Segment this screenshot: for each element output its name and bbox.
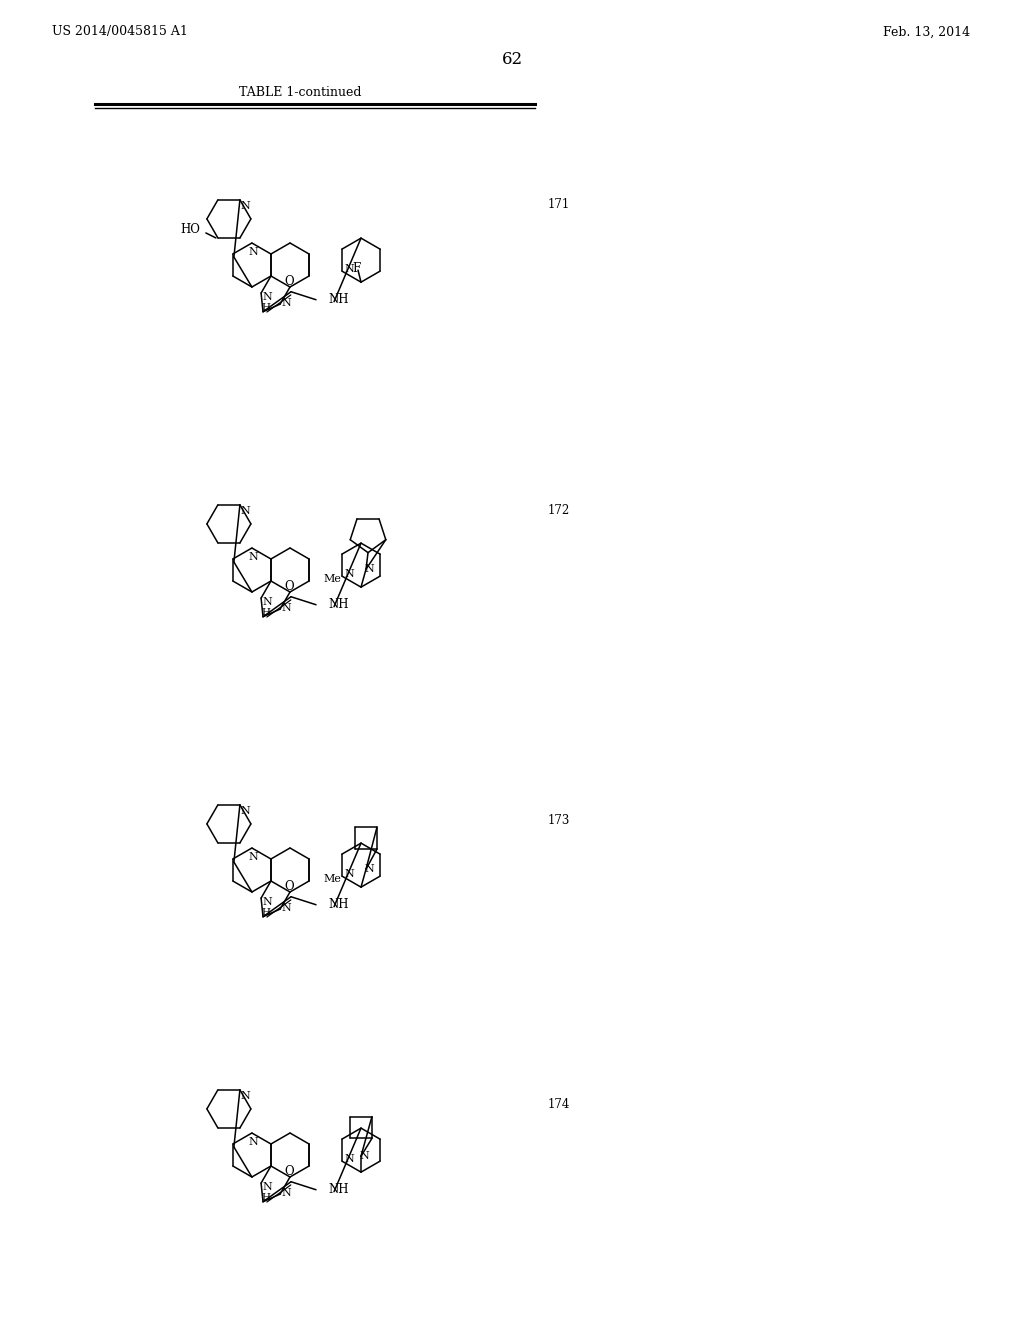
Text: O: O	[285, 1166, 294, 1179]
Text: N: N	[240, 506, 250, 516]
Text: N: N	[344, 569, 354, 579]
Text: N: N	[282, 1188, 291, 1199]
Text: N: N	[248, 851, 258, 862]
Text: N: N	[344, 264, 354, 275]
Text: N: N	[240, 805, 250, 816]
Text: N: N	[240, 1090, 250, 1101]
Text: N: N	[248, 247, 258, 257]
Text: NH: NH	[328, 1183, 348, 1196]
Text: N: N	[262, 292, 272, 302]
Text: Me: Me	[324, 874, 341, 884]
Text: NH: NH	[328, 293, 348, 306]
Text: 174: 174	[548, 1098, 570, 1111]
Text: O: O	[285, 276, 294, 288]
Text: NH: NH	[328, 598, 348, 611]
Text: N: N	[282, 298, 291, 308]
Text: US 2014/0045815 A1: US 2014/0045815 A1	[52, 25, 187, 38]
Text: Me: Me	[324, 574, 341, 585]
Text: NH: NH	[328, 898, 348, 911]
Text: Feb. 13, 2014: Feb. 13, 2014	[883, 25, 970, 38]
Text: H: H	[261, 1192, 270, 1201]
Text: N: N	[262, 1183, 272, 1192]
Text: N: N	[262, 898, 272, 907]
Text: N: N	[248, 1137, 258, 1147]
Text: N: N	[282, 603, 291, 612]
Text: N: N	[344, 1154, 354, 1164]
Text: 173: 173	[548, 813, 570, 826]
Text: 171: 171	[548, 198, 570, 211]
Text: HO: HO	[180, 223, 200, 236]
Text: 62: 62	[502, 51, 522, 69]
Text: H: H	[261, 908, 270, 916]
Text: N: N	[240, 201, 250, 211]
Text: F: F	[352, 261, 360, 275]
Text: TABLE 1-continued: TABLE 1-continued	[239, 87, 361, 99]
Text: N: N	[359, 1151, 369, 1162]
Text: N: N	[365, 865, 374, 874]
Text: N: N	[262, 597, 272, 607]
Text: O: O	[285, 581, 294, 593]
Text: H: H	[261, 302, 270, 312]
Text: N: N	[282, 903, 291, 913]
Text: 172: 172	[548, 503, 570, 516]
Text: N: N	[365, 564, 374, 574]
Text: O: O	[285, 880, 294, 894]
Text: H: H	[261, 607, 270, 616]
Text: N: N	[248, 552, 258, 562]
Text: N: N	[344, 869, 354, 879]
